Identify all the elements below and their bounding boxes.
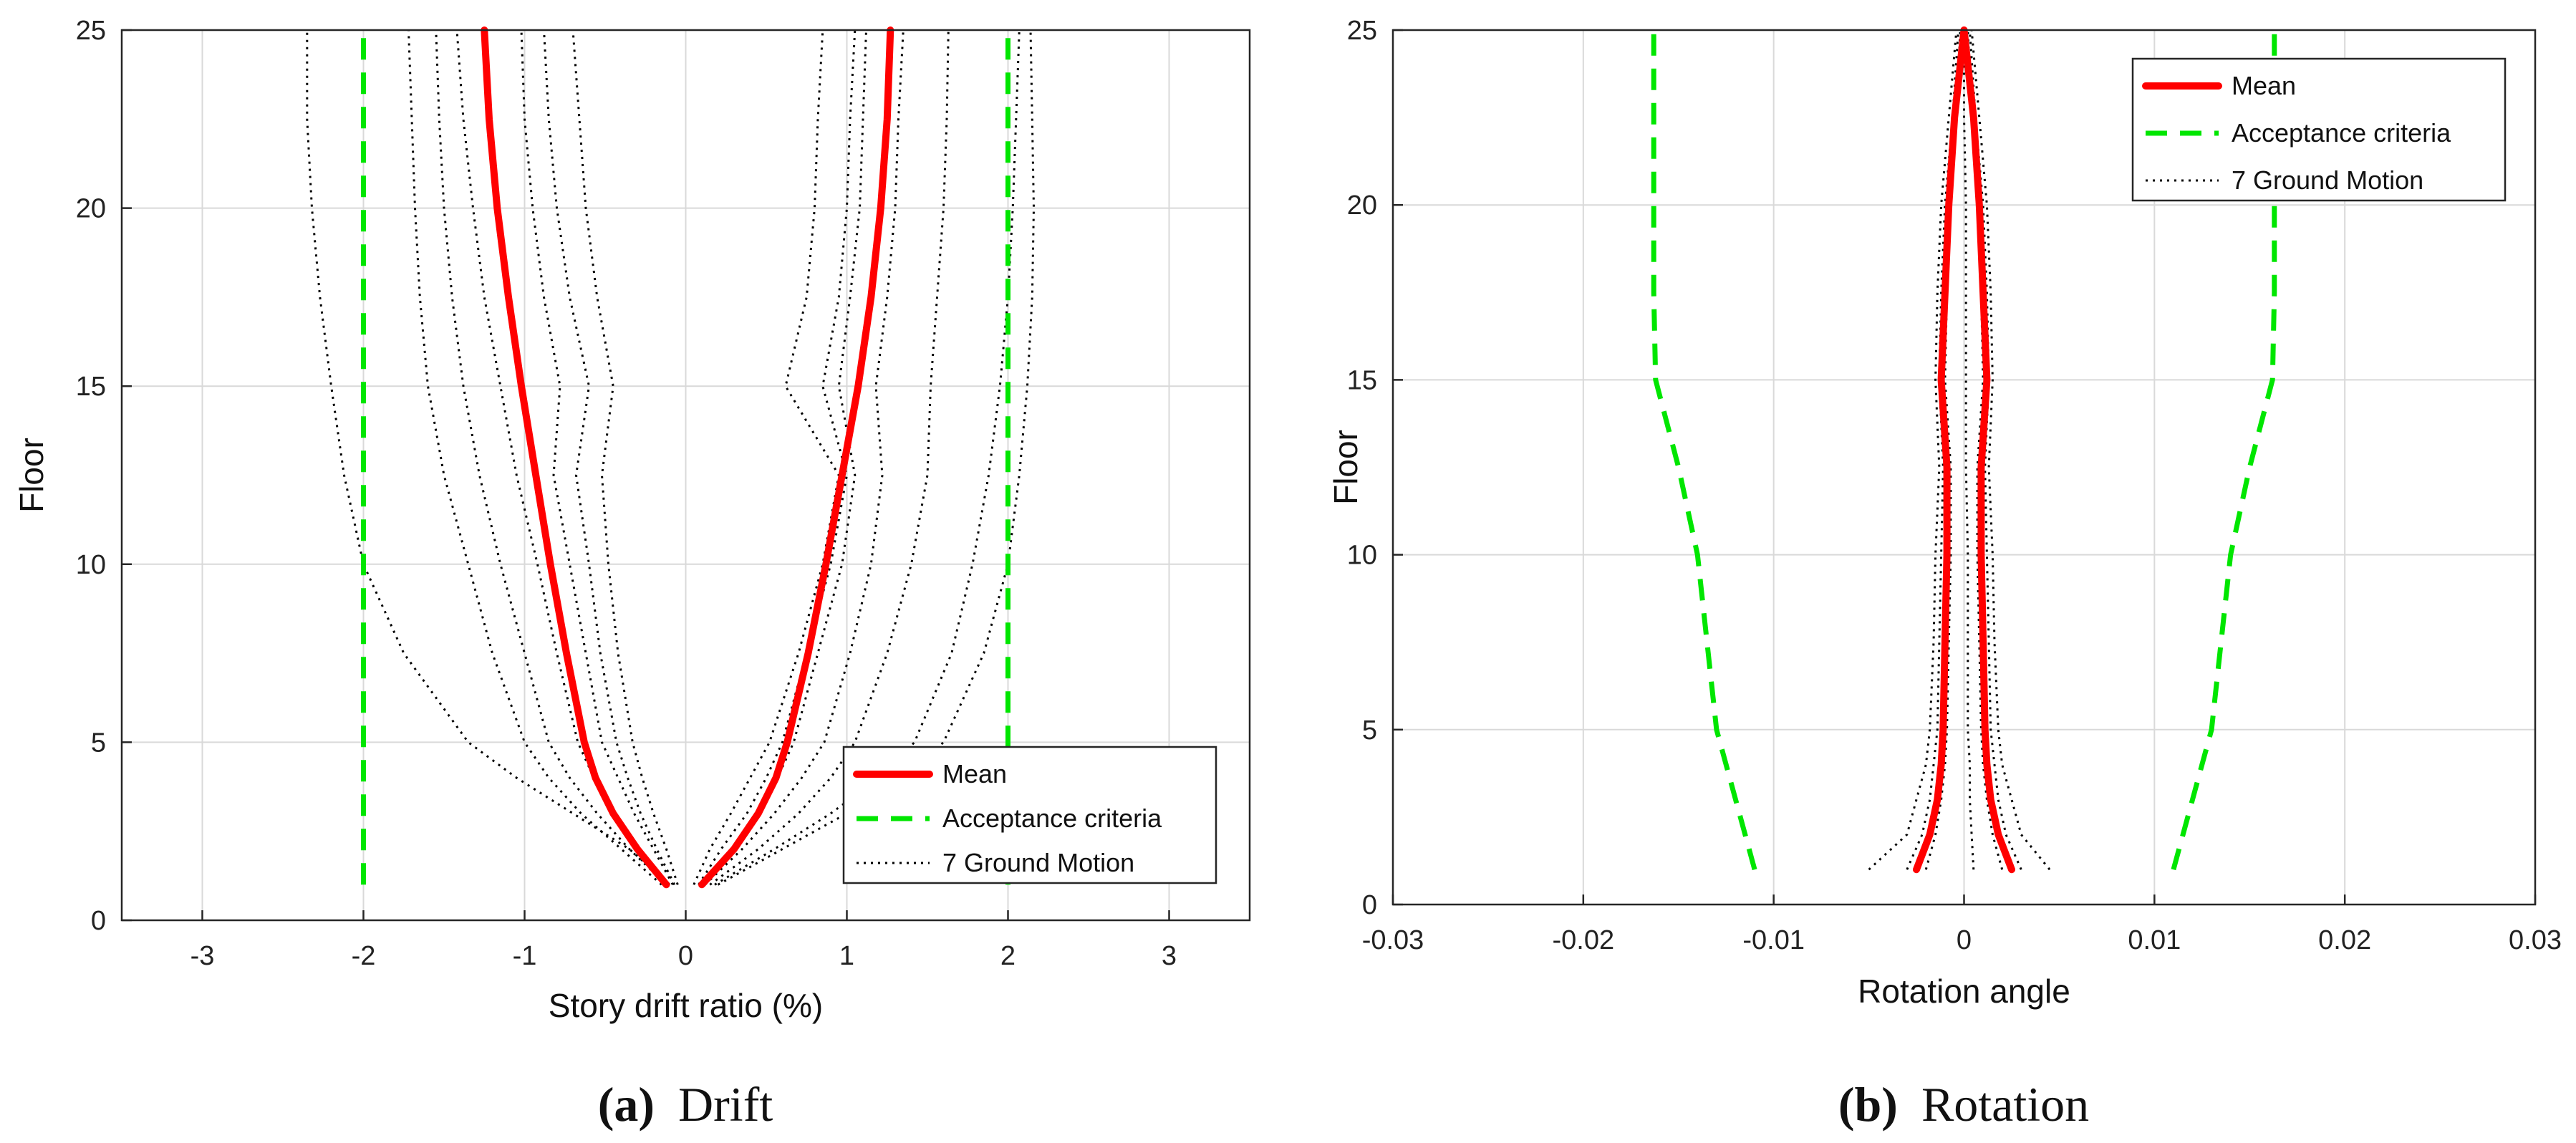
y-tick-label: 10 [76,550,106,580]
x-tick-label: -3 [190,941,215,971]
x-tick-label: 2 [1000,941,1016,971]
y-tick-label: 15 [1347,365,1377,395]
panel-a-caption: (a) Drift [598,1077,773,1132]
panel-a-y-axis-label: Floor [13,438,50,513]
y-tick-label: 5 [91,728,106,758]
panel-b-rotation-chart: -0.03 -0.02 -0.01 0 0.01 0.02 0.03 0 5 10 15 20 25 R… [1327,16,2562,1132]
series-line-mean-negative [1913,26,1968,874]
series-line-acceptance-criteria-negative [1651,30,1757,871]
series-line-gm3-negative [435,29,667,886]
x-tick-label: 0 [678,941,693,971]
panel-b-y-axis-label: Floor [1327,430,1364,505]
y-tick-label: 10 [1347,541,1377,571]
panel-b-tick-labels: -0.03 -0.02 -0.01 0 0.01 0.02 0.03 0 5 10 15 20 25 [1347,16,2562,955]
panel-a-drift-chart: -3 -2 -1 0 1 2 3 0 5 10 15 20 25 Story drift ratio (… [13,16,1251,1132]
panel-a-x-axis-label: Story drift ratio (%) [549,987,823,1024]
x-tick-label: 0.03 [2509,925,2562,955]
y-tick-label: 5 [1362,715,1377,746]
legend-label-acceptance-criteria: Acceptance criteria [942,804,1162,833]
x-tick-label: 0 [1957,925,1972,955]
x-tick-label: 0.02 [2318,925,2371,955]
x-tick-label: -0.03 [1362,925,1424,955]
series-line-gm6-positive [714,29,1021,886]
y-tick-label: 0 [91,906,106,936]
series-line-gm2-negative [407,29,662,886]
panel-b-caption-letter: (b) [1838,1077,1898,1132]
legend-label-acceptance-criteria: Acceptance criteria [2232,118,2451,148]
x-tick-label: -0.02 [1553,925,1615,955]
legend-label-ground-motion: 7 Ground Motion [2232,165,2423,195]
legend-label-ground-motion: 7 Ground Motion [942,848,1134,877]
series-line-gm4-center [1963,30,1975,870]
panel-a-legend: Mean Acceptance criteria 7 Ground Motion [842,746,1217,884]
x-tick-label: -2 [352,941,376,971]
series-line-gm5-negative [520,29,674,886]
series-line-mean-positive [1960,26,2015,874]
panel-a-caption-word: Drift [678,1077,773,1132]
series-line-gm2-positive [698,29,857,886]
y-tick-label: 20 [1347,190,1377,221]
legend-box [842,746,1217,884]
panel-b-caption-word: Rotation [1921,1077,2089,1132]
panel-a-tick-labels: -3 -2 -1 0 1 2 3 0 5 10 15 20 25 [76,16,1177,971]
y-tick-label: 25 [1347,16,1377,46]
x-tick-label: 3 [1162,941,1177,971]
panel-b-series [1651,26,2277,874]
panel-b-caption: (b) Rotation [1838,1077,2089,1132]
series-line-gm7-negative [571,29,679,885]
panel-b-legend: Mean Acceptance criteria 7 Ground Motion [2131,57,2507,202]
y-tick-label: 25 [76,16,106,46]
series-line-mean-positive [698,26,894,889]
series-line-gm1-negative [1868,29,1958,871]
x-tick-label: -0.01 [1742,925,1805,955]
y-tick-label: 0 [1362,890,1377,920]
series-line-gm1-positive [693,29,840,885]
x-tick-label: 1 [839,941,854,971]
x-tick-label: 0.01 [2128,925,2181,955]
panel-a-caption-letter: (a) [598,1077,655,1132]
x-tick-label: -1 [513,941,537,971]
legend-label-mean: Mean [942,759,1007,788]
y-tick-label: 15 [76,372,106,402]
series-line-acceptance-criteria-positive [2171,30,2277,871]
series-line-gm6-negative [543,29,676,885]
panel-b-x-axis-label: Rotation angle [1858,973,2070,1010]
series-line-mean-negative [481,26,670,889]
panel-a-series [306,26,1036,889]
legend-label-mean: Mean [2232,71,2296,100]
y-tick-label: 20 [76,194,106,224]
